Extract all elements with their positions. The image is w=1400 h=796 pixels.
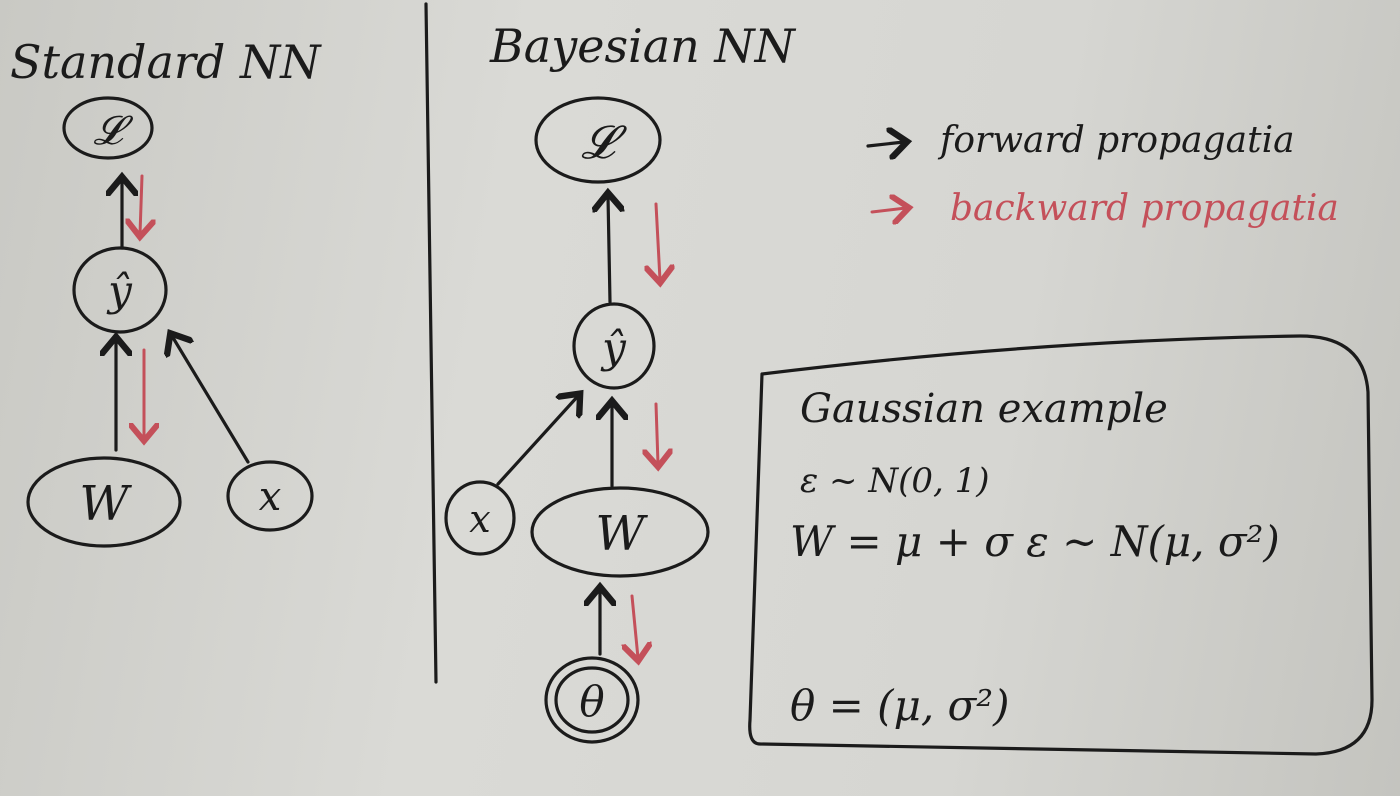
standard-loss-label: 𝓛 [93, 108, 133, 154]
bayes-yhat-label: ŷ [600, 323, 627, 372]
gaussian-eq-weights: W = μ + σ ε ~ N(μ, σ²) [790, 517, 1280, 566]
standard-yhat-label: ŷ [106, 266, 133, 315]
bayes-yhat-node: ŷ [572, 302, 656, 390]
bayes-backward-arrow-theta [632, 594, 638, 658]
gaussian-eq-theta: θ = (μ, σ²) [790, 681, 1009, 730]
standard-yhat-node: ŷ [72, 246, 168, 334]
gaussian-box: Gaussian example ε ~ N(0, 1) W = μ + σ ε… [748, 334, 1374, 756]
bayes-theta-node: θ [544, 656, 640, 744]
bayes-forward-arrow-input [496, 396, 578, 486]
standard-forward-arrow-input [172, 336, 250, 464]
legend-forward-arrow [866, 142, 904, 146]
section-divider [424, 2, 438, 684]
bayes-input-node: x [444, 480, 516, 556]
gaussian-box-border [748, 334, 1374, 756]
standard-nn-title: Standard NN [10, 35, 322, 89]
legend: forward propagatia backward propagatia [866, 120, 1339, 229]
gaussian-eq-epsilon: ε ~ N(0, 1) [800, 461, 990, 501]
standard-input-label: x [259, 474, 282, 520]
bayes-forward-arrow-loss [608, 196, 610, 304]
legend-backward-label: backward propagatia [950, 188, 1339, 229]
bayes-loss-node: 𝓛 [534, 96, 662, 184]
bayes-input-label: x [469, 497, 490, 541]
standard-input-node: x [226, 460, 314, 532]
standard-loss-node: 𝓛 [62, 96, 154, 160]
bayes-backward-arrow-loss [656, 202, 660, 280]
bayes-weights-node: W [530, 486, 710, 578]
bayes-theta-label: θ [579, 677, 604, 726]
bayes-loss-label: 𝓛 [581, 115, 627, 169]
standard-weights-label: W [79, 476, 132, 532]
bayesian-nn-title: Bayesian NN [489, 19, 797, 73]
gaussian-box-title: Gaussian example [800, 386, 1168, 432]
bayes-weights-label: W [595, 506, 648, 562]
legend-backward-arrow [870, 208, 906, 212]
bayes-backward-arrow-weights [656, 402, 658, 464]
standard-weights-node: W [26, 456, 182, 548]
standard-backward-arrow-loss [140, 174, 142, 234]
legend-forward-label: forward propagatia [937, 120, 1295, 161]
